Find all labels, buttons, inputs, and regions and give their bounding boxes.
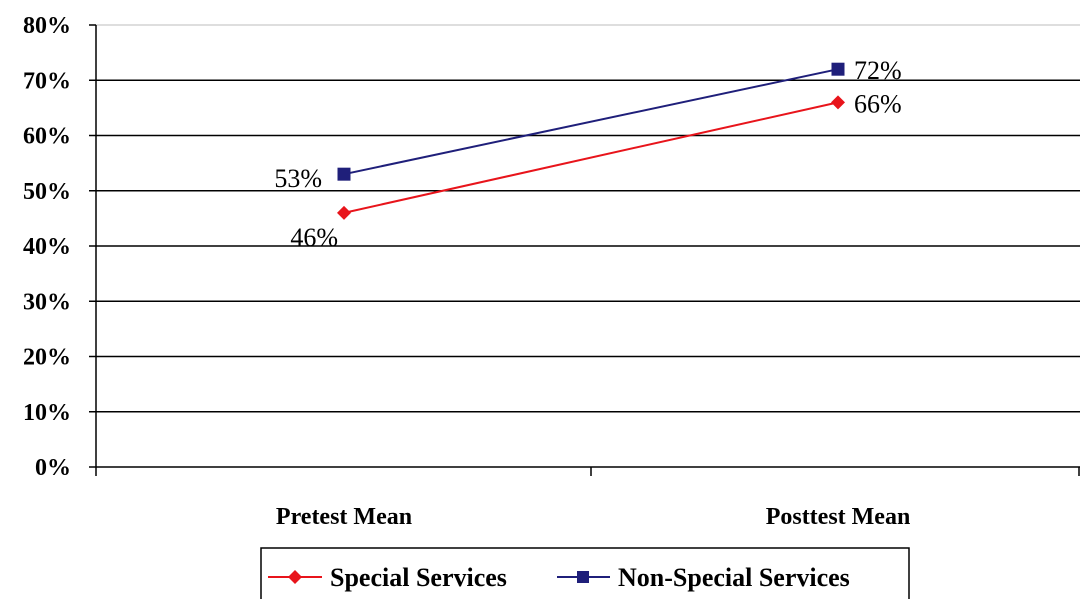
grid-lines (96, 24, 1080, 413)
y-tick-label: 10% (23, 400, 71, 426)
y-tick-label: 80% (23, 13, 71, 39)
x-axis-categories: Pretest Mean Posttest Mean (276, 504, 910, 530)
y-tick-label: 60% (23, 124, 71, 150)
data-point-diamond (337, 205, 351, 220)
y-tick-label: 0% (35, 455, 71, 481)
x-category-label: Posttest Mean (766, 504, 911, 530)
y-tick-label: 30% (23, 289, 71, 315)
data-label: 66% (854, 89, 902, 118)
series-group: 46% 66% 53% 72% (274, 56, 901, 252)
data-point-square (831, 62, 845, 76)
y-tick-label: 40% (23, 234, 71, 260)
axes (89, 24, 1080, 476)
data-point-diamond (831, 95, 845, 110)
legend-label-special: Special Services (330, 563, 507, 592)
data-label: 46% (290, 223, 338, 252)
x-category-label: Pretest Mean (276, 504, 412, 530)
legend-marker-special (288, 570, 302, 584)
legend: Special Services Non-Special Services (260, 547, 910, 599)
data-label: 53% (274, 164, 322, 193)
legend-label-nonspecial: Non-Special Services (618, 563, 850, 592)
series-line (343, 68, 839, 176)
y-tick-label: 50% (23, 179, 71, 205)
legend-marker-nonspecial (577, 571, 589, 583)
y-axis-ticks: 0% 10% 20% 30% 40% 50% 60% 70% 80% (23, 13, 71, 481)
data-point-square (337, 167, 351, 181)
y-tick-label: 70% (23, 68, 71, 94)
y-tick-label: 20% (23, 345, 71, 371)
data-label: 72% (854, 56, 902, 85)
series-line (343, 101, 839, 214)
